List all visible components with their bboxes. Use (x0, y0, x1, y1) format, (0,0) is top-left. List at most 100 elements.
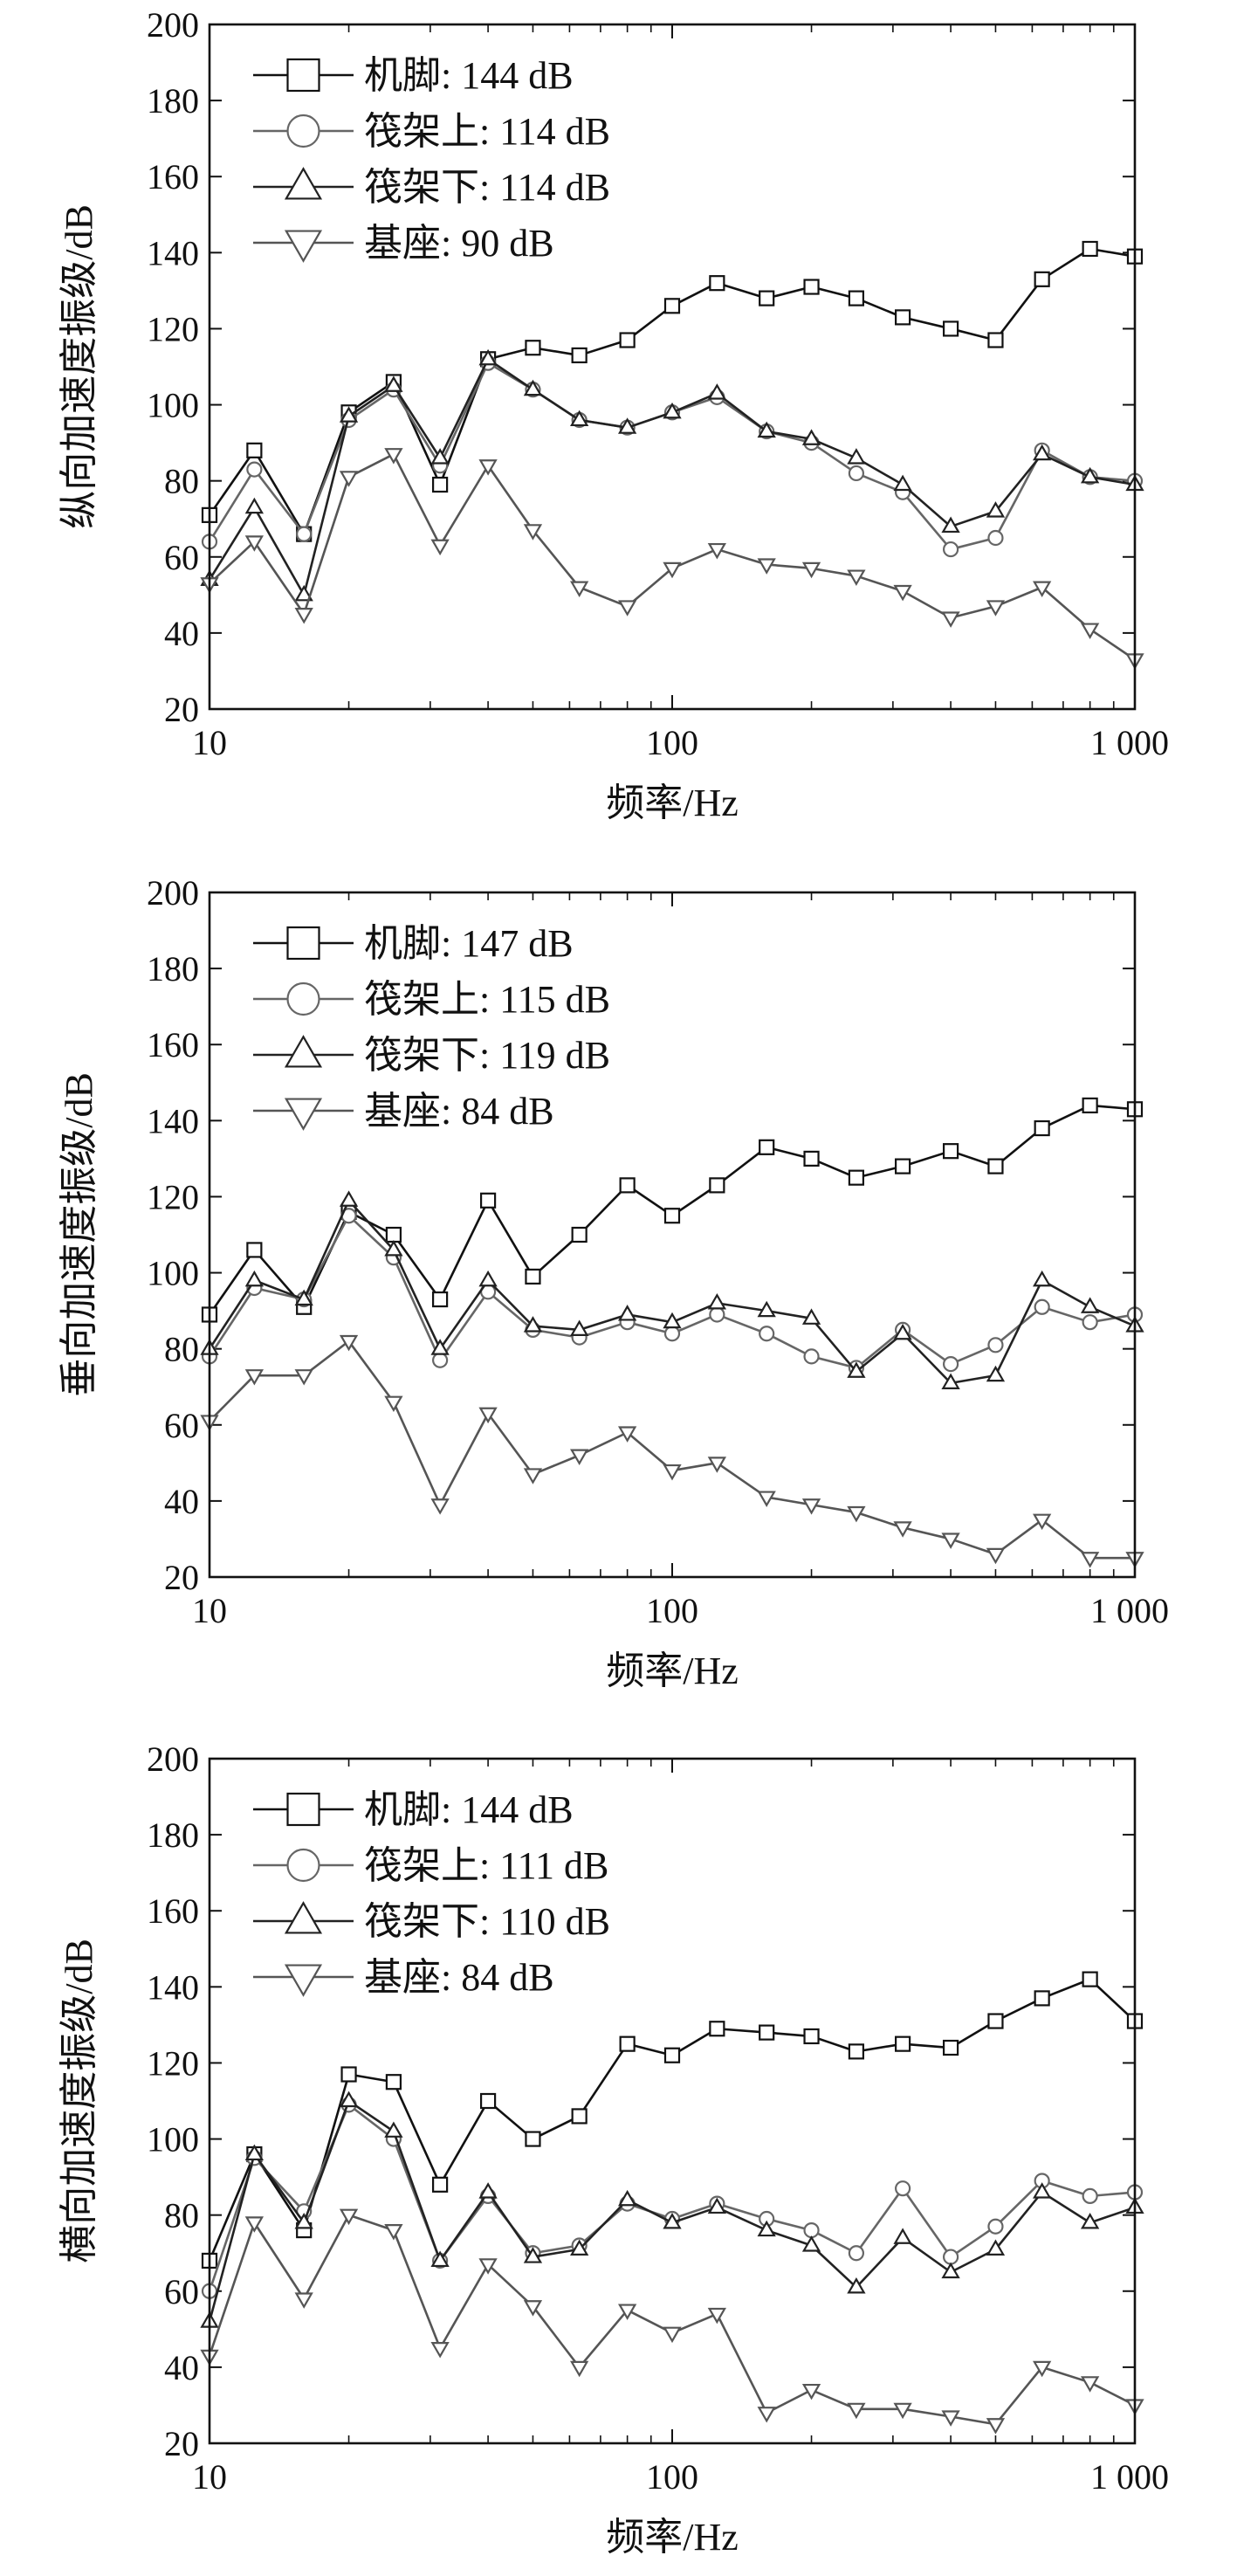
legend-label: 筏架上: 115 dB (364, 978, 610, 1021)
data-point (570, 1449, 589, 1466)
x-tick-label: 1 000 (1090, 2457, 1169, 2497)
data-point (525, 1268, 541, 1285)
data-point (571, 347, 588, 364)
data-point (570, 1319, 589, 1336)
chart-panel-2: 20 40 60 80 100 120 140 160 180 200 10 100 1 000 频率/H… (58, 873, 1169, 1692)
data-point (384, 2224, 403, 2241)
data-point (244, 2144, 265, 2161)
data-point (478, 348, 498, 366)
data-point (1033, 1270, 1052, 1287)
y-tick-label: 120 (147, 1177, 199, 1216)
legend-marker-triangle-up (284, 1035, 323, 1068)
data-point (987, 2218, 1004, 2235)
legend: 机脚: 147 dB 筏架上: 115 dB 筏架下: 119 dB 基座: 84 d… (253, 922, 610, 1133)
data-point (294, 608, 313, 624)
data-point (986, 1365, 1006, 1382)
data-point (1033, 581, 1052, 598)
data-point (384, 2121, 403, 2138)
data-point (663, 298, 681, 314)
data-point (478, 1270, 498, 1287)
data-point (987, 1158, 1004, 1174)
data-point (246, 1242, 263, 1258)
series-circle (201, 355, 1144, 558)
data-point (757, 2220, 776, 2237)
data-point (707, 1292, 727, 1310)
legend-label: 机脚: 144 dB (364, 1788, 574, 1831)
x-tick-label: 10 (192, 1591, 227, 1630)
data-point (663, 2326, 682, 2344)
data-point (617, 1305, 637, 1321)
series-circle (201, 1208, 1144, 1376)
data-point (986, 600, 1006, 616)
data-point (893, 1521, 912, 1538)
data-point (1080, 623, 1100, 639)
data-point (244, 497, 265, 514)
data-point (384, 375, 403, 392)
data-point (430, 539, 450, 556)
data-point (570, 410, 589, 427)
x-tick-label: 100 (646, 1591, 698, 1630)
data-point (432, 1352, 449, 1368)
data-point (617, 2189, 637, 2207)
data-point (847, 1505, 866, 1523)
data-point (294, 584, 313, 602)
data-point (848, 2245, 865, 2262)
data-point (617, 417, 637, 434)
data-point (294, 2292, 313, 2309)
data-point (759, 1326, 775, 1342)
data-point (617, 600, 637, 616)
y-tick-label: 80 (164, 1330, 199, 1369)
data-point (942, 2249, 959, 2265)
data-point (570, 2239, 589, 2256)
data-point (801, 1498, 821, 1515)
x-tick-label: 1 000 (1090, 1591, 1169, 1630)
legend-label: 筏架下: 119 dB (364, 1034, 610, 1077)
y-tick-label: 140 (147, 233, 199, 272)
legend-label: 基座: 84 dB (364, 1956, 554, 1999)
legend-marker-triangle-up (284, 167, 323, 200)
data-point (244, 1369, 265, 1386)
data-point (523, 524, 543, 541)
data-point (663, 1208, 681, 1224)
series-line (208, 2104, 1136, 2292)
data-point (619, 2035, 636, 2052)
data-point (244, 535, 265, 552)
data-point (294, 2212, 313, 2229)
data-point (479, 2092, 497, 2110)
data-point (617, 1426, 637, 1443)
data-point (707, 1457, 727, 1473)
y-tick-label: 120 (147, 2043, 199, 2083)
data-point (848, 465, 865, 482)
x-axis-label: 频率/Hz (606, 2516, 739, 2559)
x-tick-label: 10 (192, 723, 227, 762)
data-point (1082, 2187, 1098, 2204)
y-tick-label: 180 (147, 81, 199, 121)
data-point (1082, 1971, 1098, 1987)
x-tick-label: 100 (646, 2457, 698, 2497)
legend-label: 基座: 84 dB (364, 1090, 554, 1133)
data-point (986, 2418, 1006, 2435)
data-point (570, 581, 589, 598)
legend-marker-triangle-up (284, 1901, 323, 1934)
data-point (294, 1369, 313, 1386)
y-tick-label: 160 (147, 1891, 199, 1931)
data-point (709, 1306, 725, 1323)
data-point (759, 1139, 775, 1155)
series-line (208, 1199, 1136, 1385)
data-point (385, 2074, 402, 2090)
data-point (339, 2208, 359, 2226)
data-point (709, 1177, 725, 1194)
data-point (801, 429, 821, 445)
data-point (803, 2221, 820, 2239)
legend-marker-square (286, 926, 320, 961)
data-point (1034, 1298, 1050, 1315)
data-point (339, 1334, 359, 1352)
data-point (339, 2090, 359, 2108)
data-point (709, 2021, 725, 2037)
data-point (384, 1240, 403, 1257)
y-tick-label: 200 (147, 873, 199, 913)
data-point (663, 2047, 681, 2063)
legend-label: 基座: 90 dB (364, 222, 554, 265)
data-point (296, 526, 313, 542)
